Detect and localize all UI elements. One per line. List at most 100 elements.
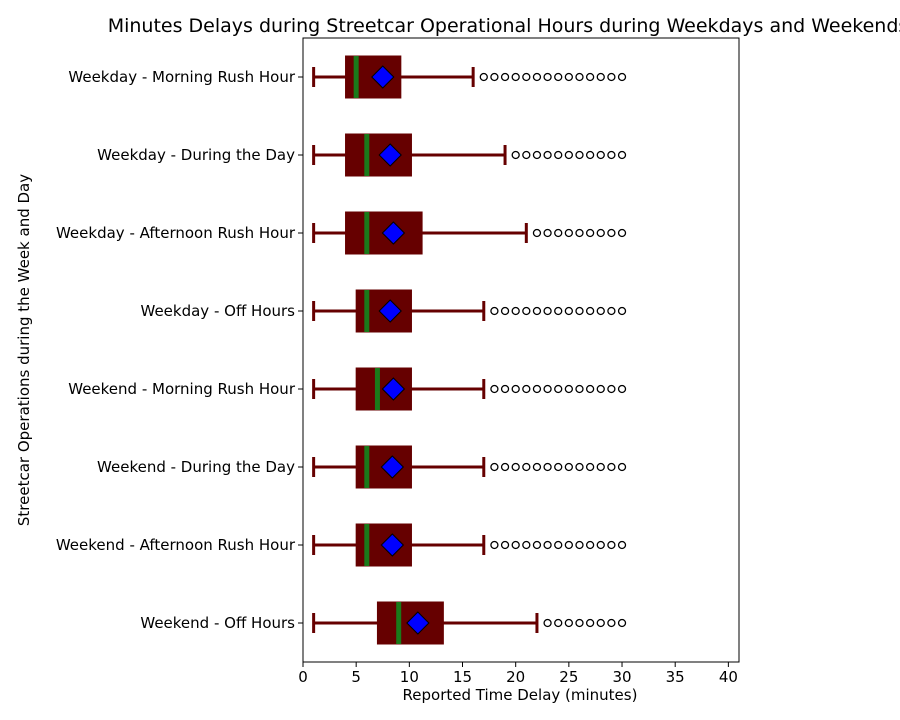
x-tick-label: 0 bbox=[298, 668, 308, 686]
outlier-point bbox=[543, 462, 552, 472]
outlier-point bbox=[607, 72, 616, 82]
outlier-point bbox=[596, 306, 605, 316]
outlier-point bbox=[607, 306, 616, 316]
outlier-point bbox=[585, 306, 595, 316]
outlier-point bbox=[585, 384, 595, 394]
outlier-point bbox=[564, 306, 574, 316]
outlier-point bbox=[585, 462, 595, 472]
outlier-point bbox=[490, 72, 499, 82]
outlier-point bbox=[554, 228, 563, 238]
outlier-point bbox=[564, 462, 574, 472]
outlier-point bbox=[522, 150, 531, 160]
x-tick-label: 35 bbox=[666, 668, 685, 686]
outlier-point bbox=[596, 384, 605, 394]
outlier-point bbox=[575, 540, 584, 550]
x-tick-label: 30 bbox=[612, 668, 631, 686]
outlier-point bbox=[575, 150, 584, 160]
outlier-point bbox=[617, 150, 627, 160]
chart-title: Minutes Delays during Streetcar Operatio… bbox=[108, 15, 900, 37]
outlier-point bbox=[564, 618, 574, 628]
outlier-point bbox=[500, 540, 510, 550]
outlier-point bbox=[554, 150, 563, 160]
outlier-point bbox=[543, 306, 552, 316]
outlier-point bbox=[522, 384, 531, 394]
outlier-point bbox=[522, 462, 531, 472]
mean-marker bbox=[378, 299, 402, 323]
outlier-point bbox=[596, 462, 605, 472]
outlier-point bbox=[564, 540, 574, 550]
outlier-point bbox=[596, 540, 605, 550]
outlier-point bbox=[511, 72, 520, 82]
outlier-point bbox=[511, 540, 520, 550]
outlier-point bbox=[585, 72, 595, 82]
y-axis-label: Streetcar Operations during the Week and… bbox=[15, 174, 33, 526]
box-group: Weekend - Off Hours bbox=[140, 601, 627, 645]
outlier-point bbox=[617, 228, 627, 238]
outlier-point bbox=[522, 72, 531, 82]
outlier-point bbox=[490, 306, 499, 316]
outlier-point bbox=[511, 150, 520, 160]
mean-marker bbox=[380, 455, 405, 479]
x-tick-label: 10 bbox=[400, 668, 419, 686]
outlier-point bbox=[543, 228, 552, 238]
y-tick-label: Weekend - During the Day bbox=[97, 458, 295, 476]
y-tick-label: Weekday - Off Hours bbox=[141, 302, 296, 320]
outlier-point bbox=[479, 72, 488, 82]
outlier-point bbox=[532, 72, 542, 82]
x-tick-label: 5 bbox=[351, 668, 361, 686]
y-tick-label: Weekday - Afternoon Rush Hour bbox=[56, 224, 296, 242]
outlier-point bbox=[607, 384, 616, 394]
outlier-point bbox=[596, 150, 605, 160]
outlier-point bbox=[575, 384, 584, 394]
outlier-point bbox=[500, 306, 510, 316]
outlier-point bbox=[543, 150, 552, 160]
outlier-point bbox=[575, 228, 584, 238]
x-tick-label: 40 bbox=[719, 668, 738, 686]
outlier-point bbox=[617, 618, 627, 628]
outlier-point bbox=[554, 72, 563, 82]
box-group: Weekend - During the Day bbox=[97, 445, 627, 489]
outlier-point bbox=[500, 72, 510, 82]
box-group: Weekday - Afternoon Rush Hour bbox=[56, 211, 627, 255]
mean-marker bbox=[381, 221, 406, 245]
outlier-point bbox=[585, 150, 595, 160]
outlier-point bbox=[532, 228, 542, 238]
outlier-point bbox=[607, 462, 616, 472]
outlier-point bbox=[532, 384, 542, 394]
mean-marker bbox=[406, 611, 430, 635]
outlier-point bbox=[575, 72, 584, 82]
outlier-point bbox=[532, 150, 542, 160]
x-axis-label: Reported Time Delay (minutes) bbox=[403, 686, 638, 704]
outlier-point bbox=[564, 384, 574, 394]
outlier-point bbox=[532, 462, 542, 472]
outlier-point bbox=[564, 150, 574, 160]
outlier-point bbox=[543, 384, 552, 394]
mean-marker bbox=[378, 143, 402, 167]
outlier-point bbox=[543, 72, 552, 82]
mean-marker bbox=[380, 533, 405, 557]
outlier-point bbox=[585, 540, 595, 550]
outlier-point bbox=[490, 540, 499, 550]
outlier-point bbox=[554, 306, 563, 316]
box-group: Weekend - Morning Rush Hour bbox=[68, 367, 627, 411]
outlier-point bbox=[522, 540, 531, 550]
box-group: Weekday - Off Hours bbox=[141, 289, 627, 333]
outlier-point bbox=[575, 618, 584, 628]
box-group: Weekday - Morning Rush Hour bbox=[68, 55, 627, 99]
outlier-point bbox=[585, 618, 595, 628]
outlier-point bbox=[543, 540, 552, 550]
outlier-point bbox=[596, 618, 605, 628]
outlier-point bbox=[554, 540, 563, 550]
outlier-point bbox=[490, 462, 499, 472]
x-tick-label: 15 bbox=[453, 668, 472, 686]
outlier-point bbox=[617, 384, 627, 394]
outlier-point bbox=[607, 540, 616, 550]
outlier-point bbox=[522, 306, 531, 316]
y-tick-label: Weekday - Morning Rush Hour bbox=[68, 68, 295, 86]
outlier-point bbox=[607, 150, 616, 160]
outlier-point bbox=[532, 306, 542, 316]
outlier-point bbox=[511, 306, 520, 316]
mean-marker bbox=[381, 377, 406, 401]
outlier-point bbox=[607, 228, 616, 238]
